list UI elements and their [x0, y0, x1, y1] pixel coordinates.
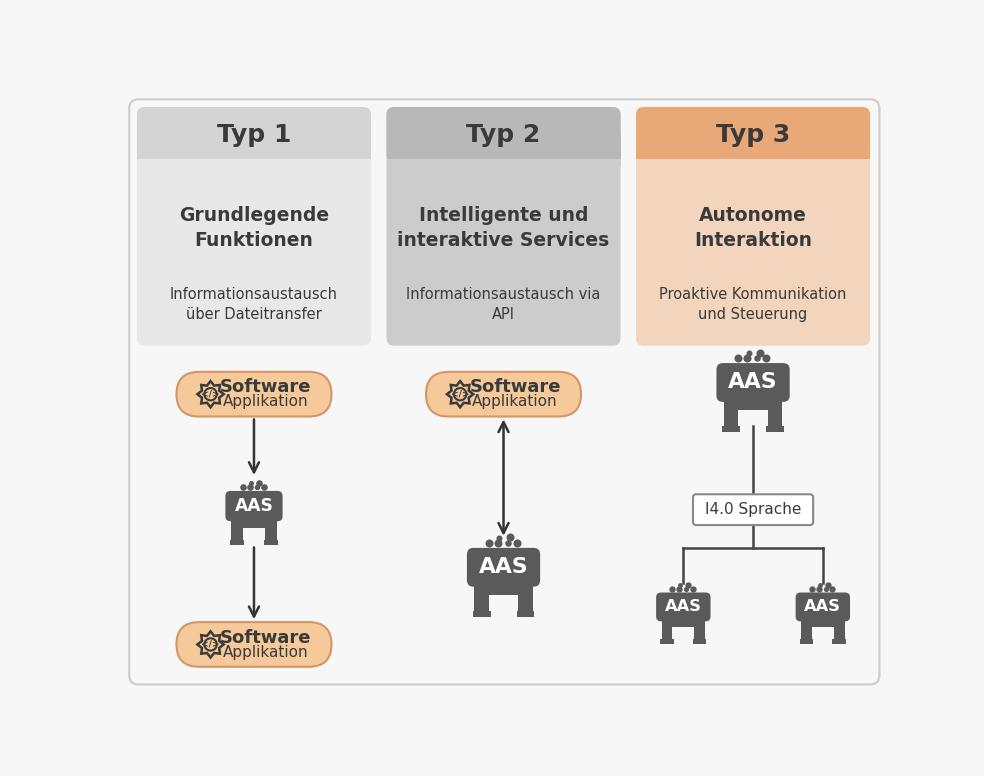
Bar	[661, 618, 672, 639]
Bar	[137, 158, 371, 166]
FancyBboxPatch shape	[796, 593, 850, 622]
Bar	[472, 611, 490, 617]
Bar	[660, 639, 674, 643]
Text: Software: Software	[469, 378, 561, 397]
Text: Informationsaustausch
über Dateitransfer: Informationsaustausch über Dateitransfer	[170, 287, 338, 322]
Text: Autonome
Interaktion: Autonome Interaktion	[694, 206, 812, 250]
FancyBboxPatch shape	[137, 107, 371, 162]
Bar	[738, 399, 768, 410]
Polygon shape	[198, 632, 223, 657]
Circle shape	[454, 388, 466, 400]
FancyBboxPatch shape	[716, 363, 790, 402]
Text: </>: </>	[451, 390, 469, 399]
Bar	[387, 158, 621, 166]
Text: Applikation: Applikation	[472, 394, 558, 410]
Bar	[801, 618, 812, 639]
Bar	[474, 584, 489, 611]
Bar	[636, 158, 870, 166]
Bar	[722, 426, 740, 431]
Bar	[489, 584, 519, 594]
FancyBboxPatch shape	[426, 372, 581, 417]
FancyBboxPatch shape	[656, 593, 710, 622]
Bar	[724, 399, 738, 426]
Text: AAS: AAS	[478, 557, 528, 577]
Bar	[264, 540, 278, 545]
Text: Software: Software	[219, 378, 311, 397]
Text: I4.0 Sprache: I4.0 Sprache	[705, 502, 801, 517]
Text: Typ 2: Typ 2	[466, 123, 540, 147]
Bar	[519, 584, 532, 611]
FancyBboxPatch shape	[387, 107, 621, 345]
Bar	[266, 518, 277, 540]
Bar	[636, 135, 870, 162]
Text: </>: </>	[202, 640, 219, 649]
Text: Software: Software	[219, 629, 311, 646]
Bar	[768, 399, 782, 426]
Bar	[812, 618, 833, 627]
FancyBboxPatch shape	[636, 107, 870, 162]
Bar	[833, 618, 844, 639]
FancyBboxPatch shape	[137, 107, 371, 345]
Polygon shape	[198, 381, 223, 407]
FancyBboxPatch shape	[693, 494, 813, 525]
Text: </>: </>	[202, 390, 219, 399]
Text: Applikation: Applikation	[222, 394, 308, 410]
Text: Typ 1: Typ 1	[216, 123, 291, 147]
Bar	[387, 135, 621, 162]
Bar	[137, 135, 371, 162]
FancyBboxPatch shape	[636, 107, 870, 345]
Circle shape	[205, 639, 216, 650]
FancyBboxPatch shape	[176, 622, 332, 667]
Text: Grundlegende
Funktionen: Grundlegende Funktionen	[179, 206, 329, 250]
Text: Typ 3: Typ 3	[716, 123, 790, 147]
Polygon shape	[447, 381, 473, 407]
Bar	[230, 540, 244, 545]
Circle shape	[205, 388, 216, 400]
Bar	[242, 518, 266, 528]
Bar	[672, 618, 694, 627]
Bar	[800, 639, 813, 643]
Text: Intelligente und
interaktive Services: Intelligente und interaktive Services	[398, 206, 610, 250]
Bar	[767, 426, 784, 431]
Text: AAS: AAS	[804, 599, 841, 615]
FancyBboxPatch shape	[176, 372, 332, 417]
Text: AAS: AAS	[665, 599, 702, 615]
FancyBboxPatch shape	[387, 107, 621, 162]
Bar	[517, 611, 534, 617]
FancyBboxPatch shape	[466, 548, 540, 587]
Text: AAS: AAS	[728, 372, 778, 393]
Text: Informationsaustausch via
API: Informationsaustausch via API	[406, 287, 600, 322]
Bar	[693, 639, 707, 643]
Text: AAS: AAS	[234, 497, 274, 515]
Bar	[694, 618, 706, 639]
Bar	[832, 639, 846, 643]
Bar	[231, 518, 242, 540]
FancyBboxPatch shape	[225, 491, 282, 521]
Text: Proaktive Kommunikation
und Steuerung: Proaktive Kommunikation und Steuerung	[659, 287, 847, 322]
Text: Applikation: Applikation	[222, 645, 308, 660]
